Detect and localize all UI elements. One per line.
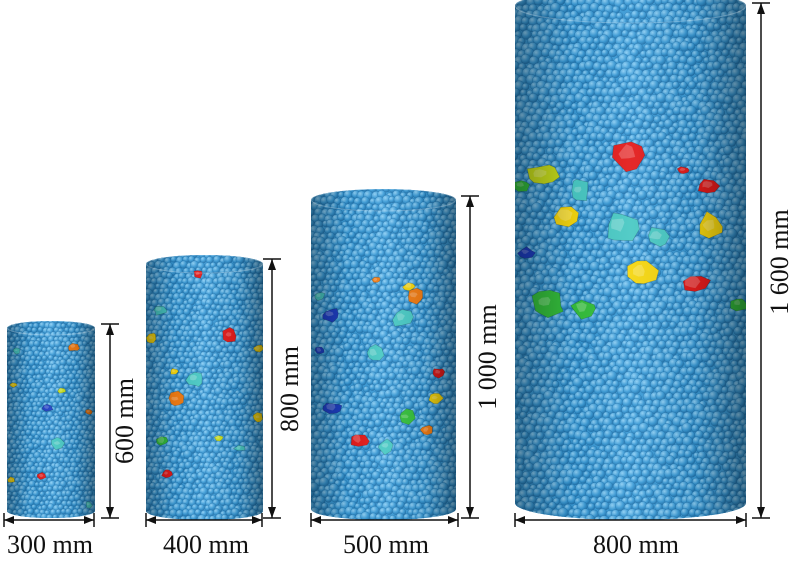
width-dimension-300 [3, 513, 95, 527]
specimen-400-cylinder [146, 255, 263, 520]
specimen-300-group: 600 mm 300 mm [3, 321, 139, 559]
specimen-400-group: 800 mm 400 mm [145, 255, 304, 559]
width-dimension-500 [310, 513, 459, 527]
specimen-800-group: 1 600 mm 800 mm [514, 0, 794, 559]
diameter-label-500: 500 mm [343, 530, 429, 559]
diameter-label-400: 400 mm [163, 530, 249, 559]
height-dimension-400 [263, 258, 281, 519]
specimen-500-cylinder [311, 189, 456, 520]
height-label-400: 800 mm [275, 346, 304, 432]
diameter-label-300: 300 mm [7, 530, 93, 559]
specimen-800-cylinder [515, 0, 746, 520]
width-dimension-400 [145, 513, 263, 527]
height-label-800: 1 600 mm [765, 209, 794, 314]
specimen-300-cylinder [7, 321, 95, 518]
height-dimension-300 [101, 323, 119, 519]
diameter-label-800: 800 mm [593, 530, 679, 559]
height-label-500: 1 000 mm [473, 304, 502, 409]
width-dimension-800 [514, 513, 747, 527]
height-dimension-500 [461, 195, 479, 519]
height-dimension-800 [752, 2, 770, 519]
height-label-300: 600 mm [110, 378, 139, 464]
specimen-500-group: 1 000 mm 500 mm [310, 189, 502, 559]
